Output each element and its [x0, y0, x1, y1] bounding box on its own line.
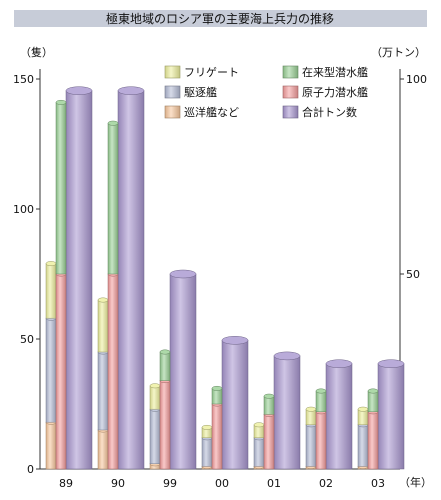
left-tick-label: 100: [13, 203, 34, 216]
conventional-submarine-segment: [159, 349, 171, 381]
bars: 89 90 99 00 01 02 03: [45, 86, 405, 490]
conventional-submarine-segment: [55, 99, 67, 275]
left-tick-label: 150: [13, 73, 34, 86]
nuclear-submarine-segment: [263, 411, 275, 470]
conventional-submarine-segment: [107, 120, 119, 275]
tonnage-bar: [117, 86, 145, 470]
nuclear-submarine-segment: [211, 401, 223, 470]
legend-swatch: [282, 85, 299, 99]
right-tick-label: 100: [406, 73, 427, 86]
x-tick-label: 02: [319, 477, 333, 490]
category-group: 01: [253, 351, 301, 490]
x-tick-label: 99: [163, 477, 177, 490]
tonnage-bar: [377, 359, 405, 470]
ship-count-segment: [357, 406, 369, 426]
nuclear-submarine-segment: [367, 409, 379, 470]
left-axis-unit: （隻）: [20, 45, 53, 59]
left-tick-label: 0: [27, 463, 34, 476]
ship-count-segment: [97, 297, 109, 353]
legend-item: 駆逐艦: [164, 85, 217, 99]
conventional-submarine-segment: [367, 388, 379, 413]
title-banner: [14, 10, 427, 27]
x-tick-label: 89: [59, 477, 73, 490]
ship-count-segment: [357, 422, 369, 467]
legend-label: 合計トン数: [302, 105, 357, 119]
x-tick-label: 01: [267, 477, 281, 490]
x-tick-label: 03: [371, 477, 385, 490]
category-group: 00: [201, 336, 249, 490]
x-tick-label: 00: [215, 477, 229, 490]
ship-count-segment: [97, 349, 109, 431]
legend-swatch: [282, 105, 299, 119]
category-group: 99: [149, 269, 197, 490]
legend-item: 在来型潜水艦: [282, 65, 368, 79]
tonnage-bar: [273, 351, 301, 470]
nuclear-submarine-segment: [107, 271, 119, 470]
legend-label: 巡洋艦など: [184, 105, 239, 119]
legend-label: フリゲート: [184, 66, 239, 79]
legend-item: 巡洋艦など: [164, 105, 239, 119]
ship-count-segment: [45, 419, 57, 470]
ship-count-segment: [97, 427, 109, 470]
right-tick-label: 50: [406, 268, 420, 281]
ship-count-segment: [201, 435, 213, 467]
ship-count-segment: [305, 406, 317, 426]
left-tick-label: 50: [20, 333, 34, 346]
ship-count-segment: [45, 261, 57, 319]
legend-swatch: [164, 85, 181, 99]
ship-count-segment: [149, 406, 161, 465]
category-group: 02: [305, 359, 353, 490]
category-group: 90: [97, 86, 145, 490]
x-tick-label: 90: [111, 477, 125, 490]
conventional-submarine-segment: [315, 388, 327, 413]
category-group: 03: [357, 359, 405, 490]
legend-item: 合計トン数: [282, 105, 357, 119]
nuclear-submarine-segment: [159, 378, 171, 470]
legend-swatch: [164, 105, 181, 119]
ship-count-segment: [253, 422, 265, 439]
nuclear-submarine-segment: [55, 271, 67, 470]
ship-count-segment: [45, 315, 57, 423]
legend-item: フリゲート: [164, 65, 239, 79]
tonnage-bar: [169, 269, 197, 470]
nuclear-submarine-segment: [315, 409, 327, 470]
legend-swatch: [164, 65, 181, 79]
chart-title: 極東地域のロシア軍の主要海上兵力の推移: [106, 11, 334, 26]
x-axis-unit: （年）: [399, 475, 432, 489]
tonnage-bar: [221, 336, 249, 470]
category-group: 89: [45, 86, 93, 490]
ship-count-segment: [253, 435, 265, 467]
ship-count-segment: [201, 424, 213, 439]
tonnage-bar: [65, 86, 93, 470]
legend-item: 原子力潜水艦: [282, 85, 368, 99]
legend-label: 原子力潜水艦: [302, 85, 368, 99]
legend-label: 在来型潜水艦: [302, 65, 368, 79]
ship-count-segment: [305, 422, 317, 467]
right-axis-unit: （万トン）: [371, 46, 426, 59]
legend-swatch: [282, 65, 299, 79]
ship-count-segment: [149, 383, 161, 410]
tonnage-bar: [325, 359, 353, 470]
conventional-submarine-segment: [263, 393, 275, 415]
legend-label: 駆逐艦: [184, 85, 217, 99]
conventional-submarine-segment: [211, 385, 223, 405]
